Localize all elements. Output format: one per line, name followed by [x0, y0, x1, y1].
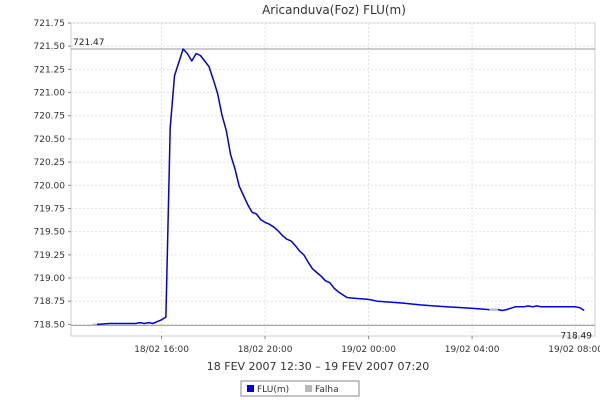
y-tick-label: 720.00: [34, 181, 66, 191]
y-tick-label: 719.25: [34, 251, 66, 261]
reference-lines: 721.47 718.49: [71, 38, 595, 341]
y-tick-label: 719.75: [34, 204, 66, 214]
y-tick-label: 720.25: [34, 158, 66, 168]
chart-title: Aricanduva(Foz) FLU(m): [262, 3, 406, 17]
legend-box: [240, 380, 360, 397]
grid: [71, 22, 595, 336]
x-tick-label: 18/02 16:00: [134, 345, 189, 355]
legend-label: Falha: [315, 385, 339, 395]
y-tick-label: 719.50: [34, 228, 66, 238]
reference-line-label: 718.49: [561, 331, 593, 341]
y-tick-label: 720.50: [34, 135, 66, 145]
series-line-0: [96, 48, 585, 326]
legend-label: FLU(m): [257, 385, 289, 395]
y-tick-label: 718.50: [34, 320, 66, 330]
y-tick-label: 720.75: [34, 112, 66, 122]
series-group: [92, 48, 585, 326]
y-axis: 718.50 718.75 719.00 719.25 719.50 719.75 720.…: [34, 19, 71, 330]
legend: FLU(m) Falha: [240, 380, 360, 397]
x-tick-label: 19/02 04:00: [445, 345, 500, 355]
x-tick-label: 18/02 20:00: [238, 345, 293, 355]
y-tick-label: 721.50: [34, 42, 66, 52]
plot-area: [70, 22, 596, 337]
x-axis: 18/02 16:00 18/02 20:00 19/02 00:00 19/02 0…: [134, 336, 600, 355]
x-tick-label: 19/02 08:00: [548, 345, 600, 355]
legend-swatch: [247, 385, 254, 392]
reference-line-label: 721.47: [73, 38, 105, 48]
y-tick-label: 718.75: [34, 297, 66, 307]
legend-swatch: [305, 385, 312, 392]
x-axis-label: 18 FEV 2007 12:30 – 19 FEV 2007 07:20: [207, 360, 429, 373]
y-tick-label: 721.75: [34, 19, 66, 29]
x-tick-label: 19/02 00:00: [341, 345, 396, 355]
y-tick-label: 721.25: [34, 65, 66, 75]
y-tick-label: 719.00: [34, 274, 66, 284]
y-tick-label: 721.00: [34, 89, 66, 99]
